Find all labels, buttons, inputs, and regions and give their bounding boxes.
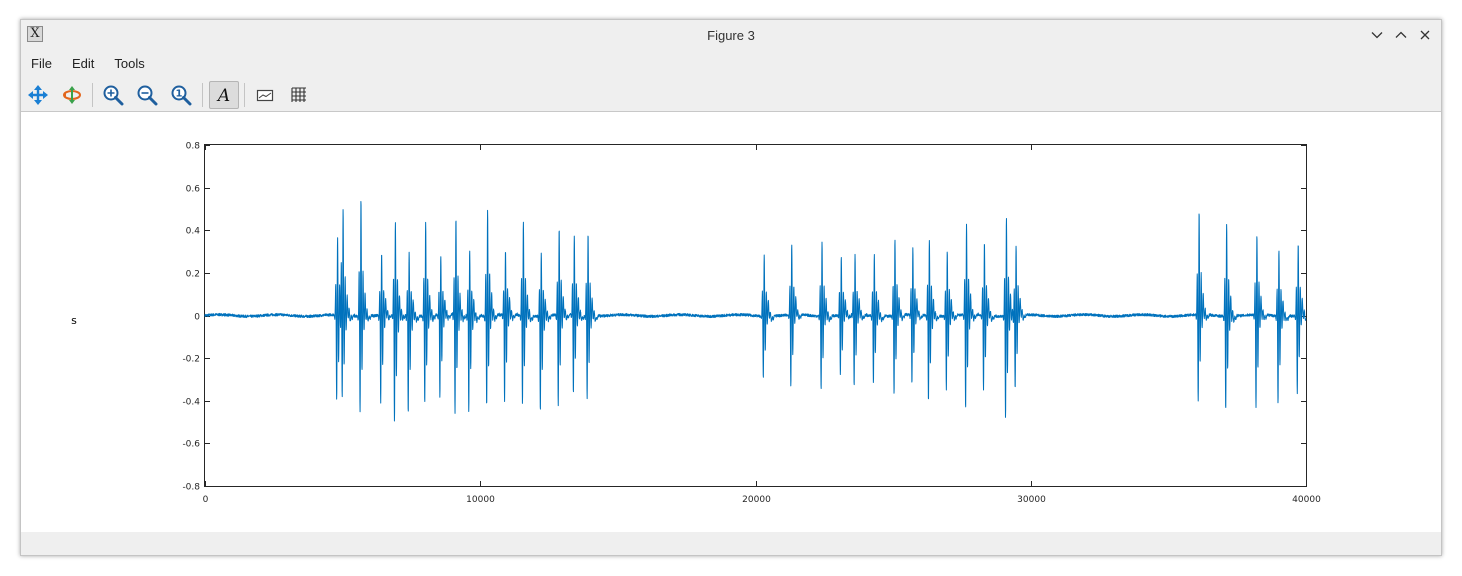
x-tick-label: 0 [203,495,209,505]
zoom-in-icon [103,85,124,106]
window-controls [1367,25,1435,45]
menu-file[interactable]: File [31,56,52,71]
toolbar-separator [244,83,245,107]
y-tick-label: 0.6 [186,185,201,195]
y-tick-label: -0.4 [182,398,200,408]
zoom-reset-button[interactable]: 1 [166,81,196,109]
y-axis-label: s [71,314,77,327]
x-tick-label: 10000 [466,495,495,505]
grid-icon [291,87,306,102]
chevron-down-icon [1371,32,1383,39]
figure-canvas[interactable]: s 0 10000 20000 30000 40000 -0.8 -0.6 -0.4 -0.2 0… [21,112,1441,532]
app-icon: X [27,26,43,42]
y-tick-label: -0.8 [182,483,200,493]
zoom-reset-icon: 1 [171,85,192,106]
axes-button[interactable] [250,81,280,109]
pan-icon [28,85,48,105]
zoom-reset-glyph: 1 [176,89,183,100]
text-tool-icon: A [216,86,230,106]
text-tool-glyph: A [216,86,230,106]
close-icon [1420,30,1430,40]
menu-edit[interactable]: Edit [71,56,95,71]
title-bar[interactable]: X Figure 3 [21,20,1441,50]
x-tick-label: 40000 [1292,495,1321,505]
rotate-button[interactable] [57,81,87,109]
figure-window: X Figure 3 File Edit Tools [20,19,1442,556]
zoom-out-button[interactable] [132,81,162,109]
y-tick-label: -0.2 [182,355,200,365]
status-bar [21,532,1441,555]
text-tool-button[interactable]: A [209,81,239,109]
grid-button[interactable] [284,81,314,109]
menu-tools[interactable]: Tools [114,56,145,71]
zoom-in-button[interactable] [98,81,128,109]
x-tick-label: 20000 [742,495,771,505]
pan-button[interactable] [23,81,53,109]
toolbar: 1 A [21,78,1441,112]
y-tick-label: 0.4 [186,227,201,237]
rotate-icon [63,86,81,104]
close-button[interactable] [1415,25,1435,45]
y-tick-label: 0.8 [186,142,201,152]
maximize-button[interactable] [1391,25,1411,45]
axis-tick-labels: 0 10000 20000 30000 40000 -0.8 -0.6 -0.4 -0.2 0 0.… [182,142,1321,506]
zoom-out-icon [137,85,158,106]
window-title: Figure 3 [707,27,755,43]
y-tick-label: 0.2 [186,270,200,280]
toolbar-separator [92,83,93,107]
signal-line [204,201,1307,422]
x-tick-label: 30000 [1017,495,1046,505]
axes-icon [256,89,274,102]
y-tick-label: -0.6 [182,440,200,450]
menu-bar: File Edit Tools [21,50,1441,78]
plot-area[interactable]: s 0 10000 20000 30000 40000-0.8-0.6-0.4-0.20… [21,112,1442,532]
chevron-up-icon [1395,31,1407,38]
toolbar-separator [202,83,203,107]
axis-ticks [205,145,1307,487]
y-tick-label: 0 [194,313,200,323]
minimize-button[interactable] [1367,25,1387,45]
